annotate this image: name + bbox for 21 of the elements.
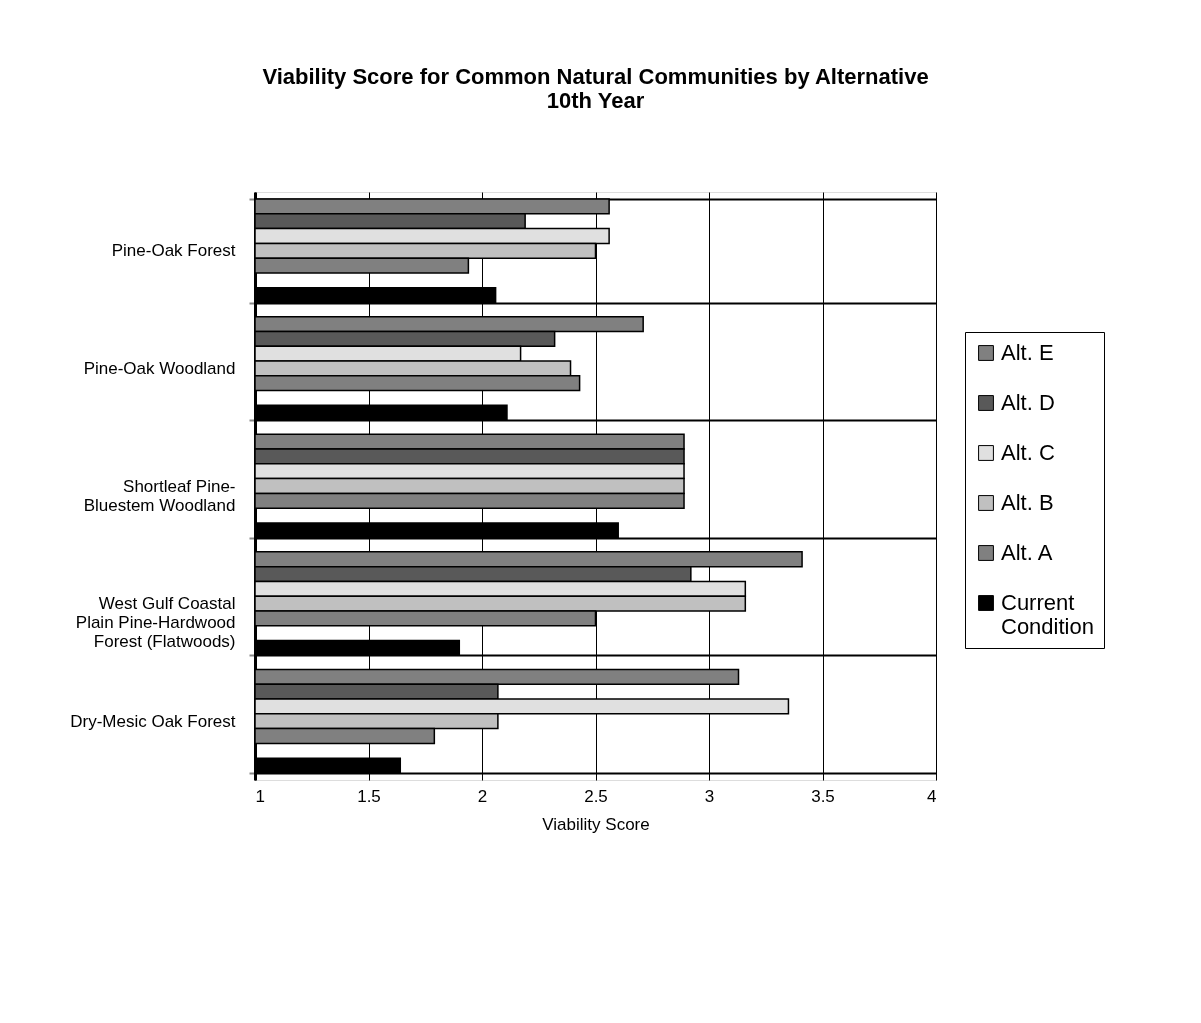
- y-tick-label: Dry-Mesic Oak Forest: [70, 711, 236, 731]
- x-axis-title: Viability Score: [542, 814, 650, 834]
- legend-label: Alt. C: [1001, 440, 1055, 465]
- x-tick-label: 3: [704, 786, 715, 806]
- x-tick-label: 3.5: [811, 786, 835, 806]
- x-tick-label: 2: [477, 786, 488, 806]
- text: 10th Year: [546, 88, 645, 113]
- y-tick-label: Pine-Oak Forest: [111, 241, 236, 261]
- text: Viability Score for Common Natural Communities by Alternative: [262, 64, 929, 89]
- y-tick-label: Pine-Oak Woodland: [83, 358, 236, 378]
- legend-label: Current Condition: [1001, 590, 1094, 639]
- x-tick-label: 2.5: [584, 786, 608, 806]
- legend-label: Alt. A: [1001, 540, 1053, 565]
- x-tick-label: 4: [927, 786, 937, 806]
- legend-label: Alt. D: [1001, 390, 1055, 415]
- x-tick-label: 1.5: [357, 786, 381, 806]
- x-tick-label: 1: [255, 786, 265, 806]
- legend-label: Alt. E: [1001, 340, 1054, 365]
- y-tick-label: West Gulf Coastal Plain Pine-Hardwood Forest (Flatwoods): [75, 594, 236, 652]
- legend-label: Alt. B: [1001, 490, 1054, 515]
- y-tick-label: Shortleaf Pine-Bluestem Woodland: [83, 476, 236, 515]
